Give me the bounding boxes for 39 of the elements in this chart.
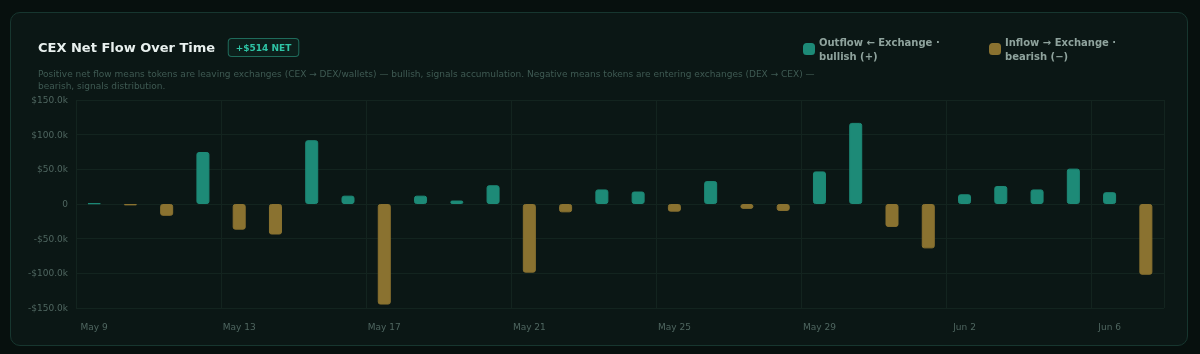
x-tick-label: May 25 (657, 321, 691, 332)
x-tick-label: May 9 (80, 321, 108, 332)
bar (595, 189, 609, 204)
bar (921, 204, 935, 249)
x-tick-label: May 17 (367, 321, 401, 332)
bar (994, 185, 1008, 204)
bar (305, 140, 319, 204)
x-tick-label: Jun 6 (1097, 321, 1122, 332)
chart-title: CEX Net Flow Over Time (38, 40, 229, 55)
x-tick-label: May 21 (512, 321, 546, 332)
bar (522, 204, 536, 273)
y-tick-label: $50.0k (37, 164, 69, 175)
bar (232, 204, 246, 230)
bar (812, 171, 826, 204)
bar (885, 204, 899, 227)
y-tick-label: 0 (62, 199, 69, 209)
bar (377, 204, 391, 305)
bar (849, 122, 863, 204)
y-tick-label: -$100.0k (28, 268, 69, 279)
y-tick-label: $150.0k (31, 95, 69, 105)
bar (631, 191, 645, 204)
legend-label: Inflow → Exchange · bearish (−) (1005, 36, 1120, 62)
x-tick-label: May 29 (803, 321, 837, 332)
y-tick-label: -$50.0k (33, 233, 69, 244)
bar (160, 204, 174, 216)
bar (1066, 168, 1080, 204)
x-tick-label: May 13 (222, 321, 256, 332)
y-tick-label: -$150.0k (28, 303, 69, 313)
bar (196, 152, 210, 204)
bar (1139, 204, 1153, 275)
legend-label: Outflow ← Exchange · bullish (+) (819, 36, 944, 62)
bar (268, 204, 282, 235)
bar (704, 181, 718, 204)
x-tick-label: Jun 2 (952, 321, 976, 332)
bar (1103, 192, 1117, 204)
text: +$514 NET (235, 42, 293, 53)
y-tick-label: $100.0k (31, 129, 69, 140)
bar (1030, 189, 1044, 204)
bar (486, 185, 500, 204)
